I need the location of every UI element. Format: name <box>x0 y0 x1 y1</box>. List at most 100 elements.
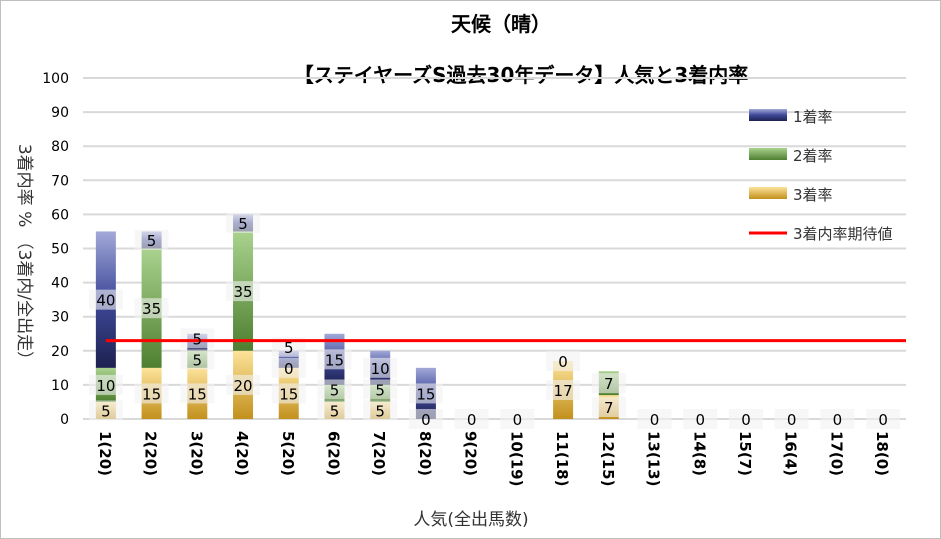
data-label: 0 <box>878 411 888 429</box>
x-tick-label: 2(20) <box>142 431 160 476</box>
x-axis-title: 人気(全出馬数) <box>413 510 528 530</box>
data-label: 5 <box>147 232 157 250</box>
data-label: 5 <box>330 381 340 399</box>
data-label: 15 <box>142 385 161 403</box>
data-label: 15 <box>416 385 435 403</box>
legend-label: 3着率 <box>793 186 833 204</box>
data-label-bg <box>408 409 443 429</box>
chart-title: 天候（晴） <box>451 12 551 36</box>
data-label-bg <box>546 380 581 401</box>
y-tick-label: 10 <box>51 378 69 394</box>
y-tick-label: 30 <box>51 310 69 326</box>
data-label: 0 <box>650 411 660 429</box>
x-tick-label: 16(4) <box>782 431 800 476</box>
x-tick-label: 5(20) <box>279 431 297 476</box>
data-label-bg <box>728 409 763 429</box>
x-tick-label: 17(0) <box>827 431 845 476</box>
data-label: 0 <box>558 353 568 371</box>
data-label: 5 <box>375 402 385 420</box>
x-tick-label: 18(0) <box>873 431 891 476</box>
data-label: 0 <box>695 411 705 429</box>
x-tick-label: 9(20) <box>462 431 480 476</box>
x-tick-label: 4(20) <box>233 431 251 476</box>
data-label: 17 <box>554 382 573 400</box>
data-label: 0 <box>787 411 797 429</box>
data-label-bg <box>363 357 398 378</box>
data-label: 35 <box>142 300 161 318</box>
data-label: 5 <box>284 339 294 357</box>
x-tick-label: 13(13) <box>645 431 663 486</box>
data-label-bg <box>88 374 123 395</box>
data-label: 10 <box>96 377 115 395</box>
x-tick-label: 11(18) <box>553 431 571 486</box>
data-label-bg <box>134 383 169 404</box>
data-label: 5 <box>238 215 248 233</box>
y-tick-label: 20 <box>51 344 69 360</box>
y-tick-label: 60 <box>51 207 69 223</box>
data-label-bg <box>180 383 215 404</box>
data-label: 0 <box>284 360 294 378</box>
data-label-bg <box>226 212 261 233</box>
data-label: 40 <box>96 292 115 310</box>
data-label-bg <box>317 379 352 400</box>
legend-swatch <box>749 109 787 121</box>
data-label-bg <box>408 383 443 404</box>
y-tick-label: 80 <box>51 139 69 155</box>
x-tick-label: 14(8) <box>690 431 708 476</box>
data-label: 5 <box>375 381 385 399</box>
data-label-bg <box>546 351 581 372</box>
data-label: 0 <box>741 411 751 429</box>
data-label-bg <box>88 400 123 421</box>
data-label: 35 <box>233 283 252 301</box>
data-label-bg <box>88 289 123 310</box>
data-label: 20 <box>233 377 252 395</box>
data-label-bg <box>134 298 169 319</box>
legend-label: 3着内率期待値 <box>793 225 893 243</box>
data-label: 0 <box>833 411 843 429</box>
data-label: 15 <box>325 351 344 369</box>
data-label-bg <box>363 400 398 421</box>
legend-swatch <box>749 187 787 199</box>
y-tick-label: 90 <box>51 105 69 121</box>
data-label-bg <box>271 383 306 404</box>
data-label-bg <box>226 374 261 395</box>
x-tick-label: 15(7) <box>736 431 754 476</box>
x-tick-label: 3(20) <box>187 431 205 476</box>
data-label: 0 <box>513 411 523 429</box>
data-label: 5 <box>193 351 203 369</box>
data-label-bg <box>180 328 215 349</box>
x-tick-label: 7(20) <box>370 431 388 476</box>
legend-swatch <box>749 148 787 160</box>
data-label-bg <box>591 397 626 418</box>
data-label: 7 <box>604 399 614 417</box>
data-label: 0 <box>421 411 431 429</box>
data-label: 15 <box>188 385 207 403</box>
x-tick-label: 6(20) <box>324 431 342 476</box>
y-tick-label: 40 <box>51 276 69 292</box>
data-label: 0 <box>467 411 477 429</box>
x-tick-label: 12(15) <box>599 431 617 486</box>
data-label-bg <box>683 409 718 429</box>
data-label: 5 <box>101 402 111 420</box>
x-tick-label: 8(20) <box>416 431 434 476</box>
x-tick-label: 1(20) <box>96 431 114 476</box>
y-tick-label: 70 <box>51 173 69 189</box>
legend-label: 2着率 <box>793 147 833 165</box>
chart-subtitle: 【ステイヤーズS過去30年データ】人気と3着内率 <box>294 63 749 87</box>
y-axis-title: 3着内率 % （3着内/全出走） <box>14 144 34 368</box>
data-label-bg <box>271 357 306 378</box>
data-label-bg <box>317 400 352 421</box>
data-label-bg <box>317 349 352 370</box>
data-label-bg <box>774 409 809 429</box>
data-label-bg <box>637 409 672 429</box>
data-label: 15 <box>279 385 298 403</box>
data-label-bg <box>500 409 535 429</box>
x-tick-label: 10(19) <box>507 431 525 486</box>
data-label-bg <box>226 281 261 302</box>
data-label: 7 <box>604 375 614 393</box>
data-label-bg <box>363 379 398 400</box>
data-label-bg <box>591 373 626 394</box>
data-label-bg <box>134 229 169 250</box>
y-tick-label: 100 <box>42 71 69 87</box>
